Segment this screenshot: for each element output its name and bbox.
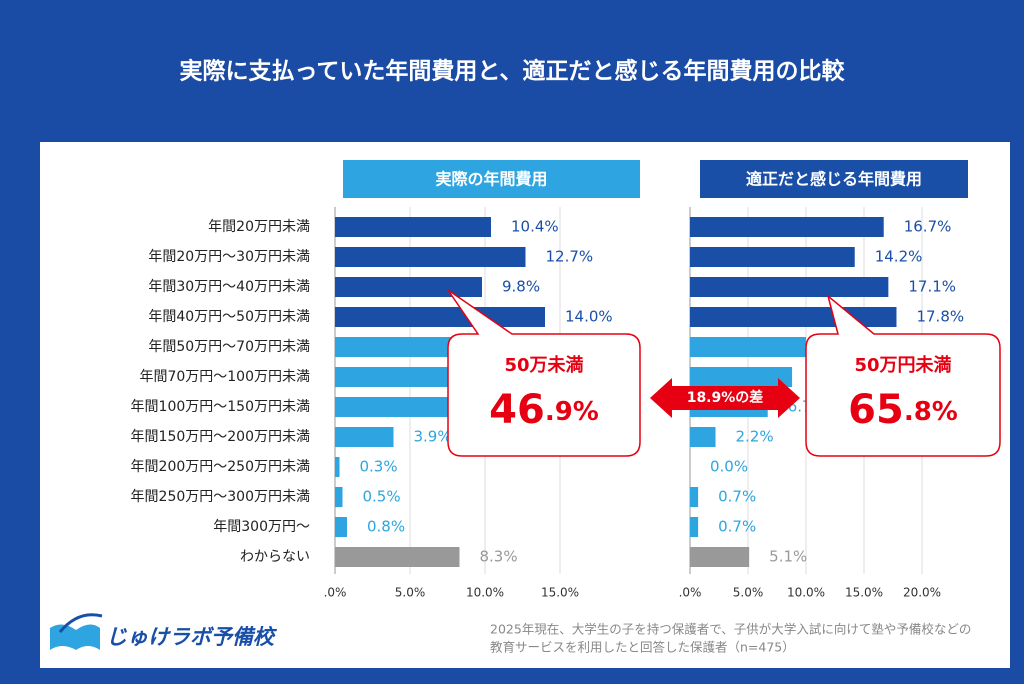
y-tick-label: 年間100万円～150万円未満 <box>131 399 310 415</box>
y-tick-label: 年間50万円～70万円未満 <box>148 339 310 355</box>
value-label: 14.2% <box>875 248 923 266</box>
y-tick-label: 年間250万円～300万円未満 <box>131 489 310 505</box>
bar <box>335 487 343 507</box>
callout-label: 50万未満 <box>504 354 583 376</box>
bar <box>690 547 750 567</box>
x-tick-label: 15.0% <box>541 586 579 600</box>
y-tick-label: 年間20万円～30万円未満 <box>148 249 310 265</box>
x-tick-label: 10.0% <box>787 586 825 600</box>
value-label: 16.7% <box>904 218 952 236</box>
y-tick-label: 年間20万円未満 <box>208 219 310 235</box>
value-label: 0.7% <box>718 488 756 506</box>
bar <box>335 247 526 267</box>
chart-header <box>343 160 640 198</box>
chart-header <box>700 160 968 198</box>
callout-value: 46.9% <box>489 387 599 433</box>
value-label: 0.7% <box>718 518 756 536</box>
bar <box>690 277 889 297</box>
y-tick-label: 年間30万円～40万円未満 <box>148 279 310 295</box>
value-label: 10.4% <box>511 218 559 236</box>
value-label: 8.3% <box>480 548 518 566</box>
y-tick-label: 年間70万円～100万円未満 <box>139 369 310 385</box>
value-label: 12.7% <box>546 248 594 266</box>
bar <box>690 217 884 237</box>
logo-icon <box>50 613 103 650</box>
x-tick-label: .0% <box>679 586 702 600</box>
value-label: 3.9% <box>414 428 452 446</box>
bar <box>335 457 340 477</box>
bar <box>690 247 855 267</box>
x-tick-label: 10.0% <box>466 586 504 600</box>
bar <box>690 487 699 507</box>
x-tick-label: .0% <box>324 586 347 600</box>
y-tick-label: 年間200万円～250万円未満 <box>131 459 310 475</box>
value-label: 0.3% <box>360 458 398 476</box>
value-label: 17.1% <box>908 278 956 296</box>
bar <box>335 217 491 237</box>
bar <box>690 307 897 327</box>
callout-value: 65.8% <box>848 387 958 433</box>
bar <box>690 337 806 357</box>
value-label: 2.2% <box>736 428 774 446</box>
x-tick-label: 5.0% <box>733 586 764 600</box>
x-tick-label: 15.0% <box>845 586 883 600</box>
bar <box>335 307 545 327</box>
page-title: 実際に支払っていた年間費用と、適正だと感じる年間費用の比較 <box>180 58 846 85</box>
value-label: 14.0% <box>565 308 613 326</box>
x-tick-label: 5.0% <box>395 586 426 600</box>
bar <box>690 517 699 537</box>
value-label: 9.8% <box>502 278 540 296</box>
callout-box <box>447 289 641 457</box>
bar <box>335 547 460 567</box>
y-tick-label: 年間150万円～200万円未満 <box>131 429 310 445</box>
bar <box>690 427 716 447</box>
difference-arrow <box>650 378 800 418</box>
callout-label: 50万円未満 <box>854 354 951 376</box>
difference-label: 18.9%の差 <box>687 389 764 406</box>
y-tick-label: 年間300万円～ <box>213 519 310 535</box>
chart-title: 実際の年間費用 <box>435 170 547 189</box>
value-label: 0.5% <box>363 488 401 506</box>
bar <box>335 427 394 447</box>
bar <box>335 517 347 537</box>
value-label: 0.0% <box>710 458 748 476</box>
bar <box>690 367 793 387</box>
y-tick-label: 年間40万円～50万円未満 <box>148 309 310 325</box>
y-tick-label: わからない <box>240 549 310 565</box>
bar <box>335 397 479 417</box>
value-label: 17.8% <box>916 308 964 326</box>
value-label: 5.1% <box>769 548 807 566</box>
footnote: 教育サービスを利用したと回答した保護者（n=475） <box>490 640 795 655</box>
logo-text: じゅけラボ予備校 <box>106 625 278 649</box>
value-label: 0.8% <box>367 518 405 536</box>
footnote: 2025年現在、大学生の子を持つ保護者で、子供が大学入試に向けて塾や予備校などの <box>490 622 971 637</box>
bar <box>335 277 482 297</box>
callout-box <box>805 293 1001 457</box>
x-tick-label: 20.0% <box>903 586 941 600</box>
chart-title: 適正だと感じる年間費用 <box>746 170 922 189</box>
